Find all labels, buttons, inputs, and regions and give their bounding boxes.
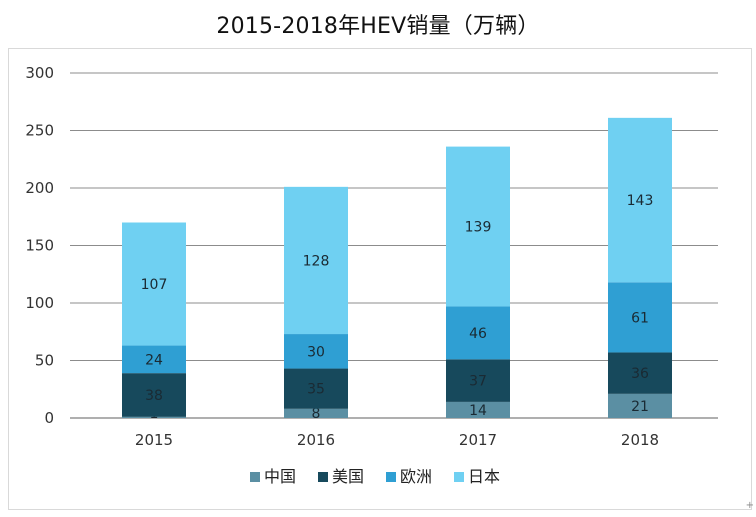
x-tick-label: 2015 (135, 431, 173, 449)
bar-2017-series-0 (446, 401, 510, 418)
legend-swatch-3 (454, 472, 464, 482)
y-tick-label: 50 (35, 352, 54, 370)
legend-label-3: 日本 (468, 467, 500, 486)
data-label: 143 (627, 193, 654, 209)
data-label: 30 (307, 344, 325, 360)
bar-2015-series-0 (122, 416, 186, 418)
legend-label-0: 中国 (264, 467, 296, 486)
data-label: 36 (631, 366, 649, 382)
bar-2016-series-3 (284, 186, 348, 335)
data-label: 38 (145, 388, 163, 404)
bar-2016-series-2 (284, 334, 348, 369)
bar-2018-series-1 (608, 352, 672, 394)
x-tick-label: 2016 (297, 431, 335, 449)
bar-2018-series-2 (608, 282, 672, 353)
y-tick-label: 250 (25, 122, 54, 140)
data-label: 24 (145, 352, 163, 368)
bar-2018-series-3 (608, 117, 672, 283)
bar-2017-series-2 (446, 306, 510, 360)
data-label: 35 (307, 382, 325, 398)
bar-2015-series-3 (122, 222, 186, 346)
data-label: 107 (141, 277, 168, 293)
x-tick-label: 2018 (621, 431, 659, 449)
bar-2017-series-3 (446, 146, 510, 307)
legend-label-1: 美国 (332, 467, 364, 486)
bar-2015-series-1 (122, 373, 186, 417)
bar-2018-series-0 (608, 393, 672, 418)
chart-title: 2015-2018年HEV销量（万辆） (216, 14, 540, 39)
bar-2015-series-2 (122, 345, 186, 374)
corner-mark: + (745, 500, 754, 511)
legend-swatch-1 (318, 472, 328, 482)
data-label: 14 (469, 403, 487, 419)
data-label: 61 (631, 310, 649, 326)
y-tick-label: 150 (25, 237, 54, 255)
bar-2016-series-0 (284, 408, 348, 418)
bar-2017-series-1 (446, 359, 510, 402)
data-label: 8 (312, 406, 321, 422)
y-tick-label: 100 (25, 294, 54, 312)
data-label: 21 (631, 399, 649, 415)
data-label: 128 (303, 253, 330, 269)
bar-2016-series-1 (284, 368, 348, 409)
chart-frame (8, 48, 752, 510)
x-tick-label: 2017 (459, 431, 497, 449)
y-tick-label: 300 (25, 64, 54, 82)
legend-label-2: 欧洲 (400, 467, 432, 486)
data-label: 46 (469, 326, 487, 342)
data-label: 139 (465, 220, 492, 236)
y-tick-label: 200 (25, 179, 54, 197)
y-tick-label: 0 (44, 409, 54, 427)
legend-swatch-2 (386, 472, 396, 482)
data-label: 37 (469, 374, 487, 390)
legend-swatch-0 (250, 472, 260, 482)
